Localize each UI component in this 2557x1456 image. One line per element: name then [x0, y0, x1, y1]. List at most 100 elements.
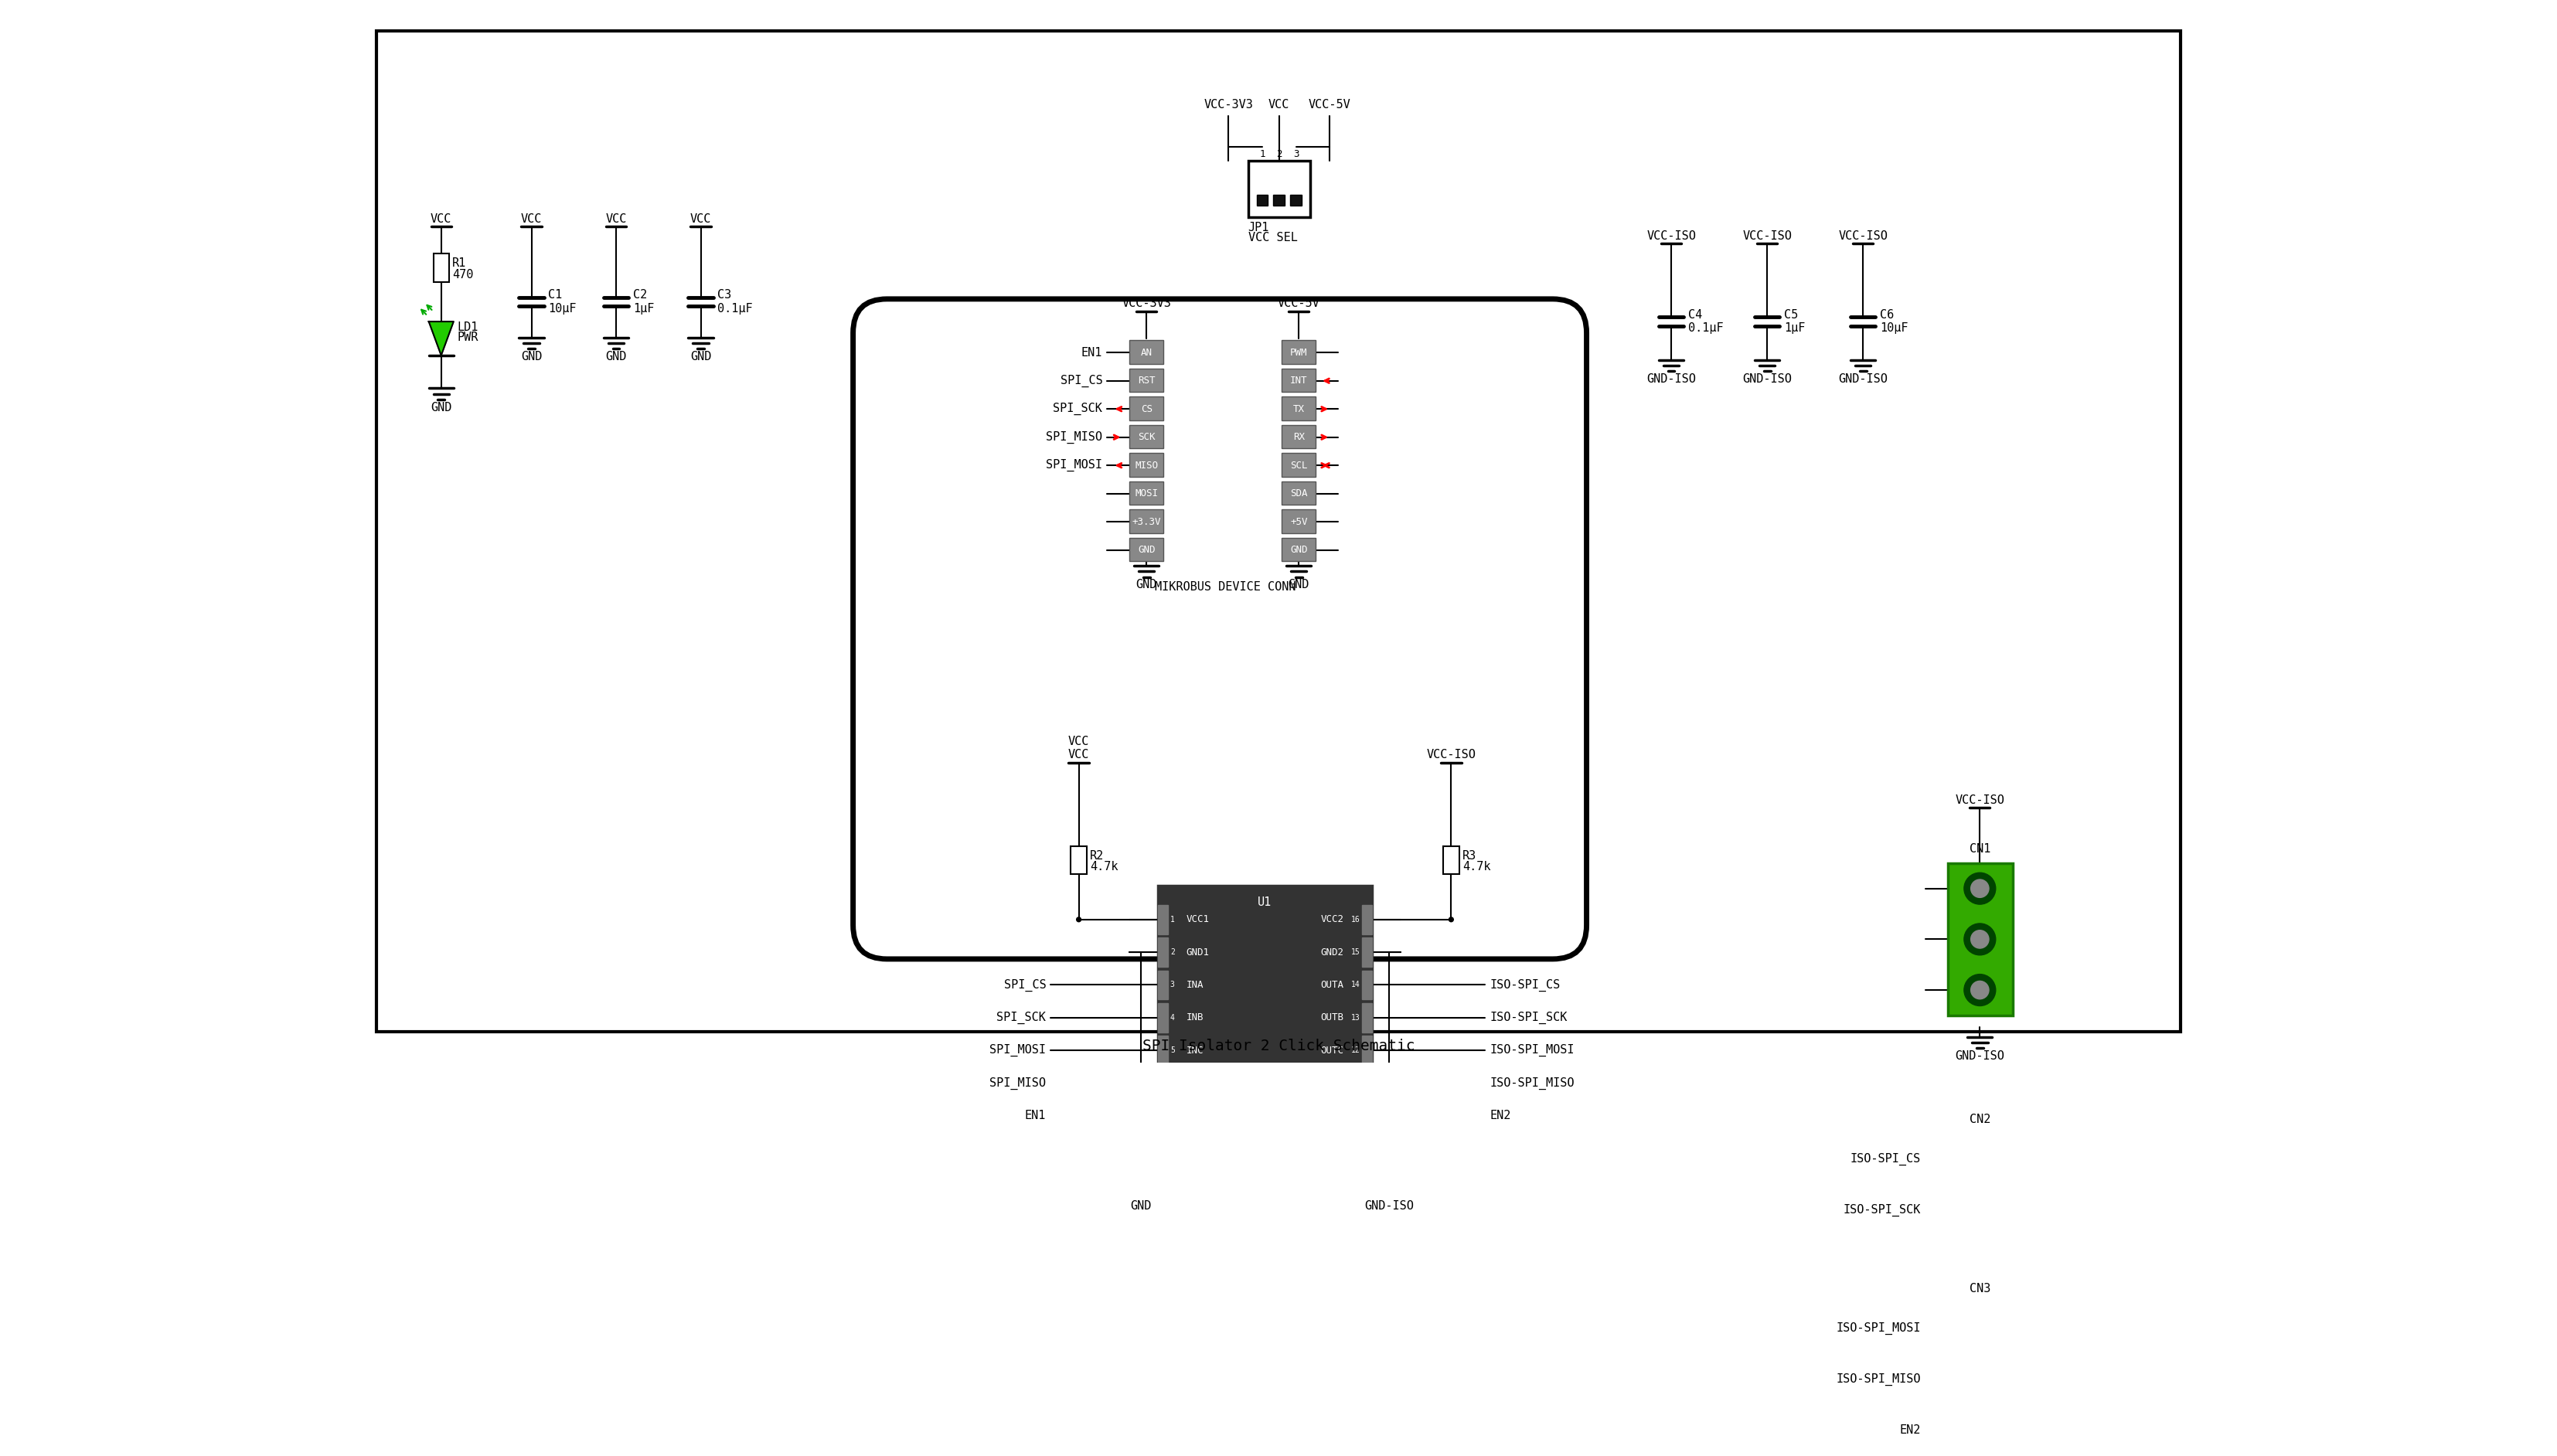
Circle shape [1964, 1414, 1994, 1446]
Bar [1158, 938, 1169, 967]
Bar [1130, 537, 1163, 562]
Bar [1281, 510, 1317, 533]
Text: EN1: EN1 [1025, 1109, 1046, 1121]
Text: 1μF: 1μF [1785, 323, 1805, 333]
Text: 1μF: 1μF [634, 303, 655, 314]
Bar [1158, 885, 1373, 1150]
Bar [1281, 480, 1317, 505]
Text: 2: 2 [1276, 149, 1281, 159]
Text: 10: 10 [1350, 1112, 1360, 1120]
Circle shape [1964, 1194, 1994, 1226]
Text: ISO-SPI_CS: ISO-SPI_CS [1491, 978, 1560, 992]
Bar [1130, 453, 1163, 476]
Text: 10μF: 10μF [1879, 323, 1908, 333]
Bar [1158, 1069, 1169, 1098]
Text: EN1: EN1 [1082, 347, 1102, 358]
Text: MOSI: MOSI [1135, 489, 1158, 498]
Circle shape [1964, 1313, 1994, 1344]
Text: INT: INT [1291, 376, 1307, 386]
Bar [1363, 904, 1373, 935]
Text: ISO-SPI_SCK: ISO-SPI_SCK [1491, 1012, 1567, 1024]
Bar [1158, 1003, 1169, 1032]
Bar [1948, 863, 2012, 1015]
Text: ISO-SPI_MISO: ISO-SPI_MISO [1491, 1077, 1575, 1089]
Circle shape [1964, 974, 1994, 1006]
Circle shape [1964, 923, 1994, 955]
Text: VCC-ISO: VCC-ISO [1647, 230, 1695, 242]
Text: C4: C4 [1688, 309, 1703, 320]
Bar [1248, 160, 1309, 217]
Text: VCC1: VCC1 [1186, 914, 1209, 925]
Text: EN1: EN1 [1186, 1111, 1204, 1121]
Text: PWR: PWR [458, 332, 478, 344]
Text: VCC2: VCC2 [1322, 914, 1345, 925]
Bar [1158, 970, 1169, 1000]
Text: OUTD: OUTD [1186, 1077, 1209, 1088]
Bar [1071, 846, 1087, 875]
Bar [1291, 195, 1302, 205]
Text: VCC: VCC [606, 213, 626, 224]
Text: ISO7741DWR: ISO7741DWR [1232, 1128, 1296, 1139]
Bar [1281, 368, 1317, 392]
Text: SPI_CS: SPI_CS [1061, 374, 1102, 387]
Text: INC: INC [1186, 1045, 1204, 1056]
Text: PWM: PWM [1291, 348, 1307, 358]
Text: OUTB: OUTB [1322, 1013, 1345, 1022]
Text: GND2: GND2 [1322, 1143, 1345, 1153]
Text: SPI_MISO: SPI_MISO [990, 1077, 1046, 1089]
Text: +3.3V: +3.3V [1133, 517, 1161, 527]
Text: ISO-SPI_CS: ISO-SPI_CS [1851, 1153, 1920, 1166]
Bar [1130, 341, 1163, 364]
Text: GND: GND [606, 351, 626, 363]
Text: EN2: EN2 [1491, 1109, 1511, 1121]
Circle shape [1971, 879, 1989, 897]
Text: AN: AN [1140, 348, 1153, 358]
Bar [1363, 970, 1373, 1000]
Text: MISO: MISO [1135, 460, 1158, 470]
Text: 0.1μF: 0.1μF [1688, 323, 1723, 333]
Circle shape [1971, 1201, 1989, 1219]
Text: EN2: EN2 [1900, 1424, 1920, 1436]
Circle shape [1138, 1146, 1143, 1150]
Text: SPI_SCK: SPI_SCK [997, 1012, 1046, 1024]
Text: GND1: GND1 [1186, 948, 1209, 957]
Text: GND: GND [1135, 579, 1158, 591]
Text: ISO-SPI_SCK: ISO-SPI_SCK [1844, 1204, 1920, 1216]
Text: SCK: SCK [1138, 432, 1156, 443]
Text: JP1: JP1 [1248, 221, 1268, 233]
Circle shape [1964, 1143, 1994, 1175]
Text: 9: 9 [1355, 1144, 1360, 1152]
Text: +5V: +5V [1291, 517, 1307, 527]
Text: 0.1μF: 0.1μF [719, 303, 752, 314]
Text: VCC: VCC [690, 213, 711, 224]
Bar [1363, 1035, 1373, 1066]
Text: GND: GND [1138, 545, 1156, 555]
Text: RX: RX [1294, 432, 1304, 443]
Text: MIKROBUS DEVICE CONN: MIKROBUS DEVICE CONN [1156, 581, 1296, 593]
Text: GND: GND [430, 402, 453, 414]
Text: 6: 6 [1171, 1079, 1174, 1088]
Text: R1: R1 [453, 258, 465, 269]
Text: LD1: LD1 [458, 322, 478, 333]
Text: VCC: VCC [430, 213, 453, 224]
Text: VCC-ISO: VCC-ISO [1956, 794, 2005, 805]
Bar [1273, 195, 1284, 205]
Text: 4.7k: 4.7k [1463, 862, 1491, 872]
Text: 14: 14 [1350, 981, 1360, 989]
Bar [1363, 1069, 1373, 1098]
Bar [1255, 195, 1268, 205]
Bar [1281, 537, 1317, 562]
Text: VCC-ISO: VCC-ISO [1427, 748, 1475, 760]
Text: 3: 3 [1294, 149, 1299, 159]
Text: SPI_MOSI: SPI_MOSI [1046, 459, 1102, 472]
Text: 15: 15 [1350, 948, 1360, 957]
Text: 16: 16 [1350, 916, 1360, 923]
Text: R3: R3 [1463, 850, 1475, 862]
Text: VCC: VCC [1069, 737, 1089, 747]
Text: GND: GND [1289, 579, 1309, 591]
Bar [1158, 1134, 1169, 1163]
Text: RST: RST [1138, 376, 1156, 386]
Text: CN2: CN2 [1969, 1114, 1989, 1125]
Text: IND: IND [1327, 1077, 1345, 1088]
Text: TX: TX [1294, 403, 1304, 414]
